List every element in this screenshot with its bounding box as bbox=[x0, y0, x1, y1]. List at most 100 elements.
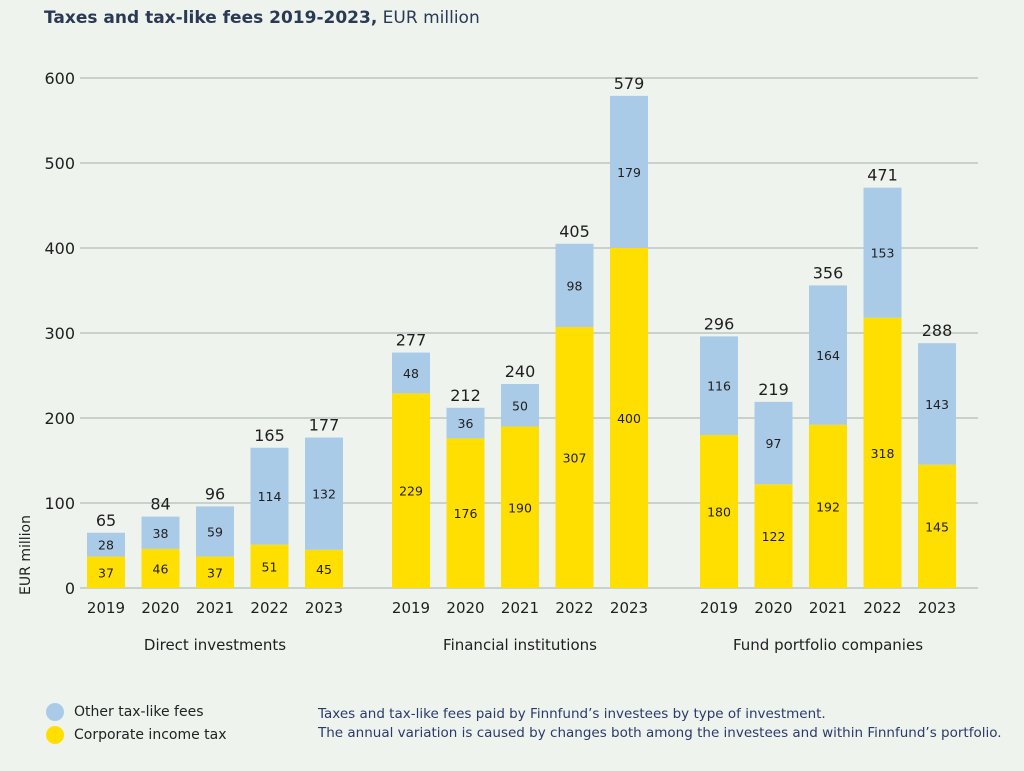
x-tick-label-0-2020: 2020 bbox=[141, 599, 179, 617]
legend-label-other: Other tax-like fees bbox=[74, 703, 204, 720]
data-label-total-2-2020: 219 bbox=[758, 380, 789, 399]
legend-item-corporate: Corporate income tax bbox=[46, 723, 227, 746]
bar-corporate-1-2021 bbox=[501, 426, 539, 588]
y-tick-label-200: 200 bbox=[44, 409, 75, 428]
chart-note: Taxes and tax-like fees paid by Finnfund… bbox=[318, 705, 1002, 743]
bar-other-2-2023 bbox=[918, 343, 956, 465]
data-label-other-0-2020: 38 bbox=[153, 526, 169, 541]
data-label-total-1-2023: 579 bbox=[614, 74, 645, 93]
bar-corporate-0-2019 bbox=[87, 556, 125, 588]
data-label-other-1-2023: 179 bbox=[617, 165, 641, 180]
legend-item-other: Other tax-like fees bbox=[46, 700, 227, 723]
data-label-total-1-2022: 405 bbox=[559, 222, 590, 241]
data-label-corporate-2-2021: 192 bbox=[816, 499, 840, 514]
bar-corporate-0-2021 bbox=[196, 556, 234, 588]
data-label-other-0-2021: 59 bbox=[207, 524, 223, 539]
bar-other-2-2019 bbox=[700, 336, 738, 435]
data-label-other-2-2019: 116 bbox=[707, 379, 731, 394]
data-label-total-1-2019: 277 bbox=[396, 331, 427, 350]
x-tick-label-0-2022: 2022 bbox=[250, 599, 288, 617]
bar-other-0-2019 bbox=[87, 532, 125, 557]
legend-label-corporate: Corporate income tax bbox=[74, 726, 227, 743]
bar-other-1-2021 bbox=[501, 384, 539, 427]
data-label-corporate-1-2023: 400 bbox=[617, 411, 641, 426]
bar-other-0-2023 bbox=[305, 437, 343, 550]
data-label-corporate-1-2021: 190 bbox=[508, 500, 532, 515]
data-label-other-1-2020: 36 bbox=[458, 416, 474, 431]
bar-other-1-2019 bbox=[392, 352, 430, 394]
bar-corporate-2-2023 bbox=[918, 464, 956, 588]
chart-title: Taxes and tax-like fees 2019-2023, EUR m… bbox=[44, 8, 480, 28]
group-label-0: Direct investments bbox=[144, 636, 286, 654]
data-label-total-0-2022: 165 bbox=[254, 426, 285, 445]
bar-corporate-2-2019 bbox=[700, 435, 738, 588]
data-label-corporate-0-2021: 37 bbox=[207, 565, 223, 580]
x-tick-label-2-2020: 2020 bbox=[754, 599, 792, 617]
group-label-2: Fund portfolio companies bbox=[733, 636, 923, 654]
data-label-corporate-0-2020: 46 bbox=[153, 561, 169, 576]
data-label-total-2-2019: 296 bbox=[704, 314, 735, 333]
legend: Other tax-like fees Corporate income tax bbox=[46, 700, 227, 746]
data-label-other-2-2020: 97 bbox=[766, 436, 782, 451]
data-label-corporate-2-2022: 318 bbox=[871, 446, 895, 461]
y-tick-label-300: 300 bbox=[44, 324, 75, 343]
x-tick-label-2-2019: 2019 bbox=[700, 599, 738, 617]
legend-swatch-other bbox=[46, 702, 64, 721]
data-label-other-0-2023: 132 bbox=[312, 487, 336, 502]
x-tick-label-2-2023: 2023 bbox=[918, 599, 956, 617]
bar-other-2-2022 bbox=[863, 187, 902, 318]
data-label-other-2-2022: 153 bbox=[871, 246, 895, 261]
data-label-total-2-2023: 288 bbox=[922, 321, 953, 340]
x-tick-label-2-2022: 2022 bbox=[863, 599, 901, 617]
x-tick-label-2-2021: 2021 bbox=[809, 599, 847, 617]
data-label-corporate-0-2023: 45 bbox=[316, 562, 332, 577]
x-tick-label-1-2019: 2019 bbox=[392, 599, 430, 617]
y-tick-label-400: 400 bbox=[44, 239, 75, 258]
data-label-corporate-2-2019: 180 bbox=[707, 505, 731, 520]
data-label-corporate-2-2020: 122 bbox=[762, 529, 786, 544]
x-tick-label-0-2021: 2021 bbox=[196, 599, 234, 617]
data-label-other-2-2021: 164 bbox=[816, 348, 840, 363]
x-tick-label-1-2021: 2021 bbox=[501, 599, 539, 617]
x-tick-label-0-2023: 2023 bbox=[305, 599, 343, 617]
x-tick-label-1-2023: 2023 bbox=[610, 599, 648, 617]
data-label-total-1-2020: 212 bbox=[450, 386, 481, 405]
data-label-total-0-2020: 84 bbox=[150, 495, 170, 514]
bar-corporate-0-2022 bbox=[250, 544, 289, 588]
y-tick-label-100: 100 bbox=[44, 494, 75, 513]
chart-title-main: Taxes and tax-like fees 2019-2023, bbox=[44, 8, 378, 28]
bar-corporate-2-2022 bbox=[863, 317, 902, 588]
data-label-other-1-2022: 98 bbox=[567, 278, 583, 293]
bar-other-0-2022 bbox=[250, 447, 289, 545]
bar-other-2-2021 bbox=[809, 285, 847, 425]
legend-swatch-corporate bbox=[46, 725, 64, 744]
y-tick-label-600: 600 bbox=[44, 69, 75, 88]
x-tick-label-1-2020: 2020 bbox=[446, 599, 484, 617]
data-label-other-2-2023: 143 bbox=[925, 397, 949, 412]
data-label-total-2-2022: 471 bbox=[867, 166, 898, 185]
bar-corporate-1-2023 bbox=[610, 248, 648, 588]
data-label-total-2-2021: 356 bbox=[813, 263, 844, 282]
data-label-corporate-1-2020: 176 bbox=[454, 506, 478, 521]
x-tick-label-0-2019: 2019 bbox=[87, 599, 125, 617]
bar-corporate-1-2019 bbox=[392, 393, 430, 588]
data-label-total-0-2023: 177 bbox=[309, 416, 340, 435]
data-label-corporate-0-2022: 51 bbox=[262, 559, 278, 574]
bar-corporate-0-2023 bbox=[305, 549, 343, 588]
data-label-other-0-2022: 114 bbox=[258, 489, 282, 504]
data-label-corporate-0-2019: 37 bbox=[98, 565, 114, 580]
chart-note-line-1: Taxes and tax-like fees paid by Finnfund… bbox=[318, 706, 826, 722]
bar-corporate-2-2021 bbox=[809, 424, 847, 588]
bar-other-1-2020 bbox=[446, 407, 485, 439]
data-label-total-0-2019: 65 bbox=[96, 511, 116, 530]
bar-other-2-2020 bbox=[754, 401, 793, 485]
stacked-bar-chart: 0 100 200 300 400 500 600 EUR million 37 28 65 2019… bbox=[18, 69, 978, 654]
data-label-corporate-1-2019: 229 bbox=[399, 484, 423, 499]
bar-other-1-2023 bbox=[610, 95, 648, 248]
data-label-other-1-2019: 48 bbox=[403, 366, 419, 381]
x-tick-label-1-2022: 2022 bbox=[555, 599, 593, 617]
bar-other-0-2021 bbox=[196, 506, 234, 557]
bar-other-1-2022 bbox=[555, 243, 594, 328]
chart-title-unit: EUR million bbox=[377, 8, 480, 28]
data-label-total-0-2021: 96 bbox=[205, 484, 225, 503]
